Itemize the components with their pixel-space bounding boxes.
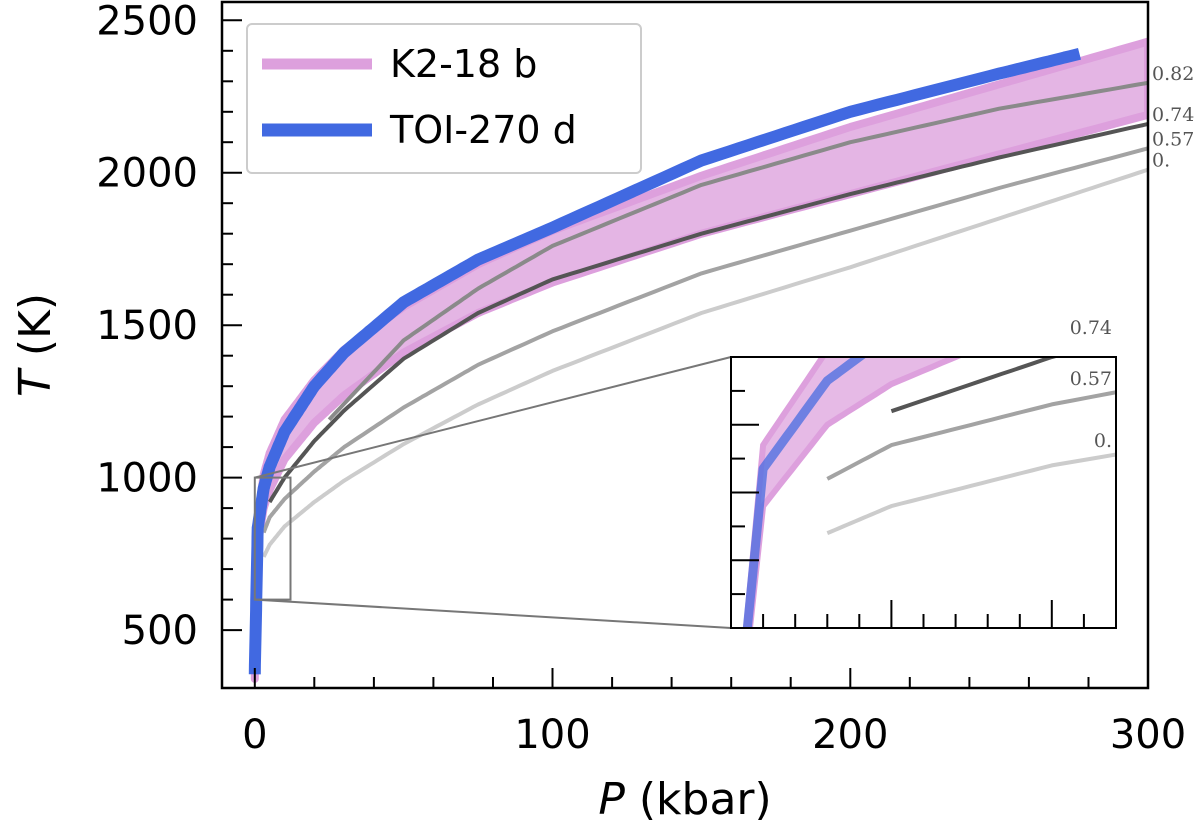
series-0-57 — [261, 146, 1148, 534]
y-tick-label: 500 — [122, 608, 198, 654]
series-0-74 — [267, 122, 1148, 504]
zoom-connector-bottom — [254, 598, 732, 629]
y-tick-label: 1500 — [96, 303, 198, 349]
inset-series-0-57 — [826, 390, 1116, 481]
inset-series-0 — [826, 452, 1116, 535]
curve-label-0-57: 0.57 — [1152, 128, 1194, 150]
series-toi-270-d — [248, 47, 1082, 675]
inset-series-0-74 — [890, 357, 1060, 414]
inset-label-0-57: 0.57 — [1070, 368, 1112, 390]
tick-labels: 0 100 200 300 500 1000 1500 2000 2500 — [96, 0, 1186, 758]
inset-label-0-74: 0.74 — [1070, 317, 1112, 339]
x-axis-unit: (kbar) — [625, 774, 772, 825]
series-0-82 — [327, 80, 1148, 422]
y-axis-unit: (K) — [10, 293, 61, 370]
curve-label-0: 0. — [1152, 150, 1170, 172]
y-tick-label: 2500 — [96, 0, 198, 44]
x-tick-label: 100 — [514, 712, 590, 758]
inset-frame — [730, 356, 1117, 629]
zoom-box — [253, 476, 292, 601]
curve-label-0-82: 0.82 — [1152, 63, 1194, 85]
y-axis-label: T (K) — [10, 293, 61, 397]
zoom-connector-top — [254, 356, 732, 479]
inset-series — [742, 357, 1116, 628]
series-layer — [248, 47, 1148, 675]
x-tick-label: 200 — [812, 712, 888, 758]
plot-area: 0.820.740.570. — [248, 37, 1194, 683]
plot-frame — [220, 0, 1150, 690]
y-tick-label: 2000 — [96, 151, 198, 197]
zoom-indicator — [253, 356, 732, 629]
x-axis-label: P (kbar) — [598, 774, 771, 825]
inset-series-toi-270-d — [742, 357, 867, 628]
legend-label-k2-18b: K2-18 b — [390, 42, 537, 86]
series-0 — [261, 167, 1148, 559]
x-axis-symbol: P — [598, 774, 625, 825]
curve-labels: 0.82 0.740.570. — [1152, 63, 1194, 172]
inset-background — [731, 357, 1116, 628]
inset: 0.74 0.57 0. — [253, 317, 1117, 629]
legend-label-toi-270d: TOI-270 d — [389, 108, 577, 152]
inset-labels: 0.74 0.57 0. — [1070, 317, 1112, 452]
legend: K2-18 b TOI-270 d — [246, 23, 642, 174]
x-tick-label: 0 — [242, 712, 267, 758]
inset-label-0: 0. — [1094, 430, 1112, 452]
y-axis-symbol: T — [10, 367, 61, 397]
curve-label-0-74: 0.74 — [1152, 104, 1194, 126]
x-tick-label: 300 — [1110, 712, 1186, 758]
y-tick-label: 1000 — [96, 456, 198, 502]
